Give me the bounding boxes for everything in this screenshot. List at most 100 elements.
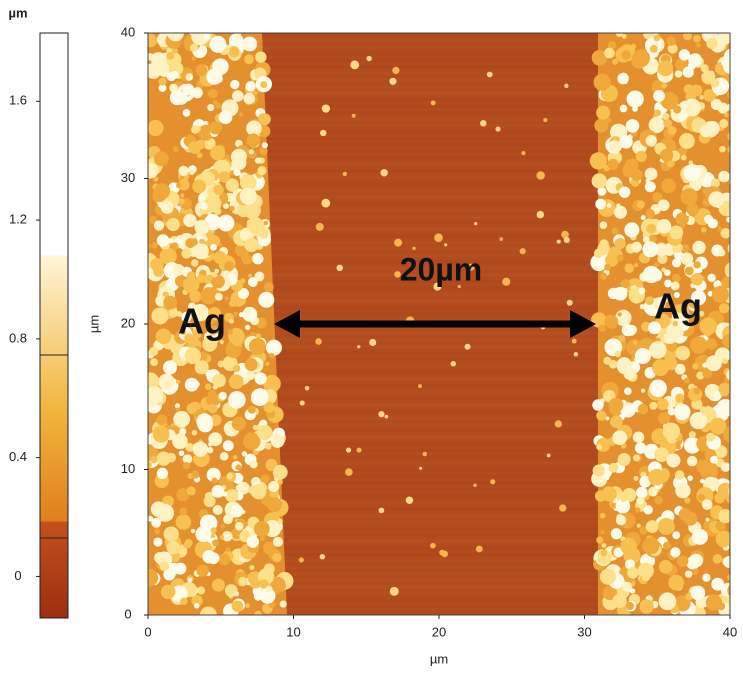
grain bbox=[657, 199, 670, 212]
grain bbox=[257, 522, 270, 534]
grain bbox=[683, 84, 694, 95]
grain bbox=[591, 49, 608, 66]
grain bbox=[644, 181, 656, 193]
grain bbox=[168, 237, 174, 244]
grain bbox=[611, 227, 619, 235]
grain bbox=[667, 407, 676, 416]
y-tick-label: 20 bbox=[121, 315, 135, 330]
grain bbox=[635, 150, 647, 163]
grain bbox=[207, 104, 215, 112]
colorbar-tick-label: 1.2 bbox=[9, 212, 27, 227]
grain bbox=[654, 262, 660, 268]
grain bbox=[608, 397, 624, 413]
grain bbox=[625, 119, 640, 133]
grain bbox=[684, 570, 693, 578]
grain bbox=[688, 431, 696, 439]
grain bbox=[258, 113, 271, 126]
grain bbox=[247, 405, 256, 414]
grain bbox=[733, 550, 740, 557]
grain bbox=[182, 83, 195, 96]
particle bbox=[434, 233, 443, 242]
grain bbox=[602, 585, 618, 601]
grain bbox=[249, 460, 258, 469]
grain bbox=[672, 273, 681, 283]
texture bbox=[148, 358, 730, 361]
grain bbox=[718, 170, 730, 183]
grain bbox=[625, 158, 639, 172]
grain bbox=[184, 377, 199, 392]
y-tick-label: 30 bbox=[121, 170, 135, 185]
particle bbox=[405, 496, 414, 504]
grain bbox=[630, 43, 637, 50]
grain bbox=[644, 167, 658, 181]
grain bbox=[148, 568, 159, 587]
texture bbox=[148, 150, 730, 153]
grain bbox=[731, 469, 743, 484]
grain bbox=[666, 453, 681, 468]
grain bbox=[678, 49, 691, 61]
grain bbox=[681, 154, 687, 161]
texture bbox=[148, 215, 730, 218]
texture bbox=[148, 273, 730, 277]
grain bbox=[651, 79, 666, 94]
grain bbox=[605, 475, 610, 481]
grain bbox=[151, 517, 162, 528]
texture bbox=[148, 189, 730, 192]
grain bbox=[159, 561, 170, 571]
grain bbox=[687, 475, 693, 481]
particle bbox=[519, 248, 526, 255]
grain bbox=[634, 263, 639, 268]
grain bbox=[166, 217, 180, 232]
grain bbox=[727, 584, 730, 597]
grain bbox=[720, 583, 730, 597]
grain bbox=[620, 278, 630, 289]
grain bbox=[174, 403, 181, 409]
texture bbox=[148, 111, 730, 114]
particle bbox=[394, 238, 403, 247]
grain bbox=[247, 277, 258, 287]
grain bbox=[212, 504, 223, 515]
texture bbox=[148, 293, 730, 296]
colorbar-label: µm bbox=[8, 5, 27, 20]
grain bbox=[244, 306, 252, 314]
grain bbox=[604, 314, 619, 329]
grain bbox=[217, 214, 235, 232]
grain bbox=[244, 237, 259, 252]
afm-image bbox=[148, 33, 743, 615]
grain bbox=[176, 488, 190, 502]
grain bbox=[733, 505, 741, 513]
grain bbox=[733, 71, 741, 79]
y-tick-label: 0 bbox=[124, 606, 131, 621]
particle bbox=[321, 104, 331, 113]
grain bbox=[191, 470, 200, 479]
grain bbox=[724, 262, 730, 277]
grain bbox=[636, 496, 645, 505]
grain bbox=[649, 379, 667, 398]
grain bbox=[728, 177, 730, 186]
grain bbox=[660, 91, 679, 110]
grain bbox=[268, 480, 280, 493]
grain bbox=[597, 242, 611, 255]
grain bbox=[731, 206, 742, 217]
grain bbox=[257, 166, 267, 176]
grain bbox=[732, 306, 741, 315]
grain bbox=[254, 372, 267, 385]
grain bbox=[176, 182, 182, 189]
particle bbox=[345, 468, 353, 476]
grain bbox=[639, 599, 654, 614]
grain bbox=[251, 39, 256, 44]
particle bbox=[336, 264, 343, 272]
grain bbox=[731, 174, 743, 191]
grain bbox=[722, 333, 730, 349]
grain bbox=[734, 118, 743, 128]
texture bbox=[148, 332, 730, 335]
grain bbox=[182, 276, 200, 294]
grain bbox=[683, 164, 701, 182]
grain bbox=[178, 450, 185, 457]
grain bbox=[682, 66, 694, 78]
grain bbox=[633, 475, 639, 481]
grain bbox=[254, 157, 262, 164]
grain bbox=[732, 489, 743, 502]
grain bbox=[601, 543, 607, 548]
grain bbox=[243, 92, 256, 105]
